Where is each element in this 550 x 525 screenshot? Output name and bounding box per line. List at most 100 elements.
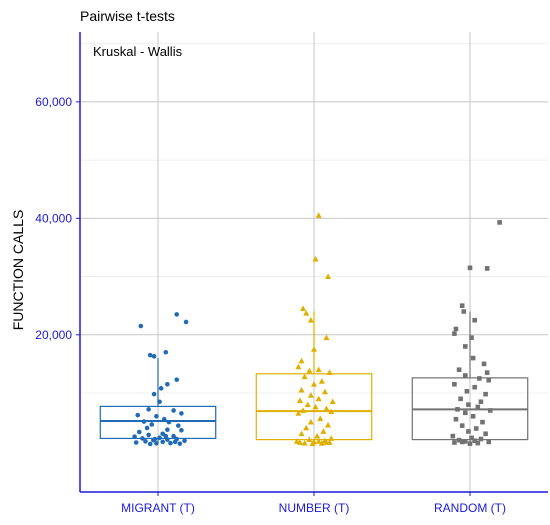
data-point bbox=[158, 386, 164, 391]
data-point bbox=[307, 317, 314, 323]
data-point bbox=[303, 310, 310, 316]
y-tick-label: 20,000 bbox=[35, 328, 72, 342]
data-point bbox=[467, 441, 473, 446]
data-point bbox=[309, 440, 316, 447]
points bbox=[132, 212, 502, 447]
data-point bbox=[306, 436, 313, 442]
data-point bbox=[298, 430, 305, 437]
data-point bbox=[136, 429, 142, 435]
data-point bbox=[497, 220, 502, 225]
data-point bbox=[179, 427, 184, 433]
data-point bbox=[165, 427, 170, 432]
y-axis-label: FUNCTION CALLS bbox=[10, 210, 26, 331]
data-point bbox=[470, 414, 476, 419]
data-point bbox=[328, 435, 335, 441]
data-point bbox=[321, 388, 328, 395]
data-point bbox=[300, 305, 307, 311]
data-point bbox=[466, 429, 471, 434]
data-point bbox=[295, 363, 302, 370]
data-point bbox=[458, 396, 463, 402]
data-point bbox=[295, 410, 302, 416]
data-point bbox=[459, 303, 465, 308]
data-point bbox=[296, 439, 303, 445]
data-point bbox=[303, 424, 310, 431]
data-point bbox=[464, 388, 470, 394]
data-point bbox=[174, 312, 180, 317]
data-point bbox=[317, 415, 324, 422]
data-point bbox=[472, 438, 477, 444]
data-point bbox=[314, 432, 321, 439]
data-point bbox=[483, 431, 488, 437]
data-point bbox=[144, 425, 150, 431]
data-point bbox=[177, 441, 183, 446]
data-point bbox=[298, 357, 305, 364]
data-point bbox=[151, 391, 157, 397]
data-point bbox=[310, 381, 318, 387]
data-point bbox=[149, 422, 155, 427]
axes: 20,000 40,000 60,000 MIGRANT (T) NUMBER (T) R… bbox=[35, 32, 548, 515]
x-tick-label: MIGRANT (T) bbox=[121, 501, 195, 515]
data-point bbox=[152, 436, 158, 442]
data-point bbox=[459, 439, 465, 445]
data-point bbox=[154, 414, 159, 419]
data-point bbox=[329, 398, 336, 405]
test-annotation: Kruskal - Wallis bbox=[93, 44, 183, 59]
data-point bbox=[452, 440, 457, 445]
data-point bbox=[141, 419, 147, 424]
data-point bbox=[133, 440, 139, 445]
data-point bbox=[487, 408, 493, 413]
data-point bbox=[298, 386, 305, 393]
data-point bbox=[163, 349, 169, 355]
data-point bbox=[463, 344, 468, 349]
data-point bbox=[315, 438, 322, 444]
data-point bbox=[306, 367, 313, 374]
data-point bbox=[473, 426, 479, 431]
data-point bbox=[301, 373, 308, 380]
data-point bbox=[486, 439, 492, 445]
data-point bbox=[452, 381, 457, 387]
data-point bbox=[469, 435, 474, 441]
data-point bbox=[461, 309, 467, 314]
data-point bbox=[132, 434, 137, 439]
data-point bbox=[307, 418, 314, 425]
data-point bbox=[146, 407, 151, 412]
data-point bbox=[477, 376, 482, 381]
data-point bbox=[326, 369, 333, 376]
data-point bbox=[318, 378, 325, 384]
data-point bbox=[157, 435, 162, 441]
data-point bbox=[165, 381, 170, 387]
data-point bbox=[315, 212, 322, 218]
data-point bbox=[463, 439, 468, 444]
data-point bbox=[175, 423, 181, 428]
data-point bbox=[481, 361, 487, 367]
data-point bbox=[459, 423, 465, 428]
data-point bbox=[157, 399, 162, 405]
data-point bbox=[183, 319, 189, 325]
data-point bbox=[483, 391, 488, 397]
data-point bbox=[304, 401, 311, 408]
data-point bbox=[140, 436, 145, 441]
data-point bbox=[307, 392, 314, 398]
data-point bbox=[166, 419, 172, 425]
data-point bbox=[160, 439, 165, 445]
data-point bbox=[174, 377, 180, 382]
data-point bbox=[453, 416, 459, 422]
data-point bbox=[151, 354, 157, 359]
data-point bbox=[323, 334, 330, 341]
y-tick-label: 60,000 bbox=[35, 95, 72, 109]
data-point bbox=[469, 335, 474, 340]
data-point bbox=[165, 437, 170, 442]
data-point bbox=[456, 437, 462, 443]
data-point bbox=[484, 370, 490, 375]
data-point bbox=[146, 432, 151, 438]
data-point bbox=[318, 440, 325, 446]
data-point bbox=[315, 366, 322, 373]
data-point bbox=[450, 433, 456, 439]
data-point bbox=[163, 433, 169, 439]
data-point bbox=[486, 377, 492, 383]
data-point bbox=[325, 421, 332, 428]
data-point bbox=[484, 266, 490, 271]
data-point bbox=[179, 411, 184, 416]
data-point bbox=[478, 436, 484, 442]
